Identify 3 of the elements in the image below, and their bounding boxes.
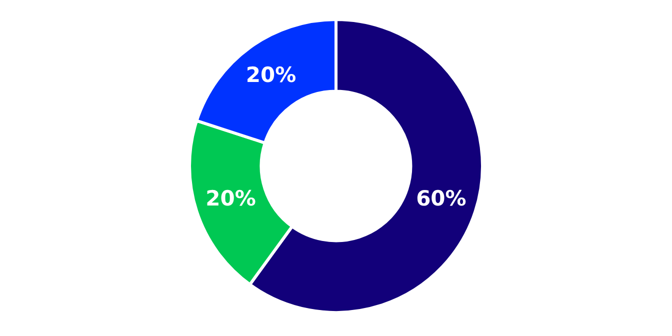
data-label: 20% — [206, 186, 256, 211]
data-label: 20% — [246, 62, 296, 87]
data-label: 60% — [416, 186, 466, 211]
